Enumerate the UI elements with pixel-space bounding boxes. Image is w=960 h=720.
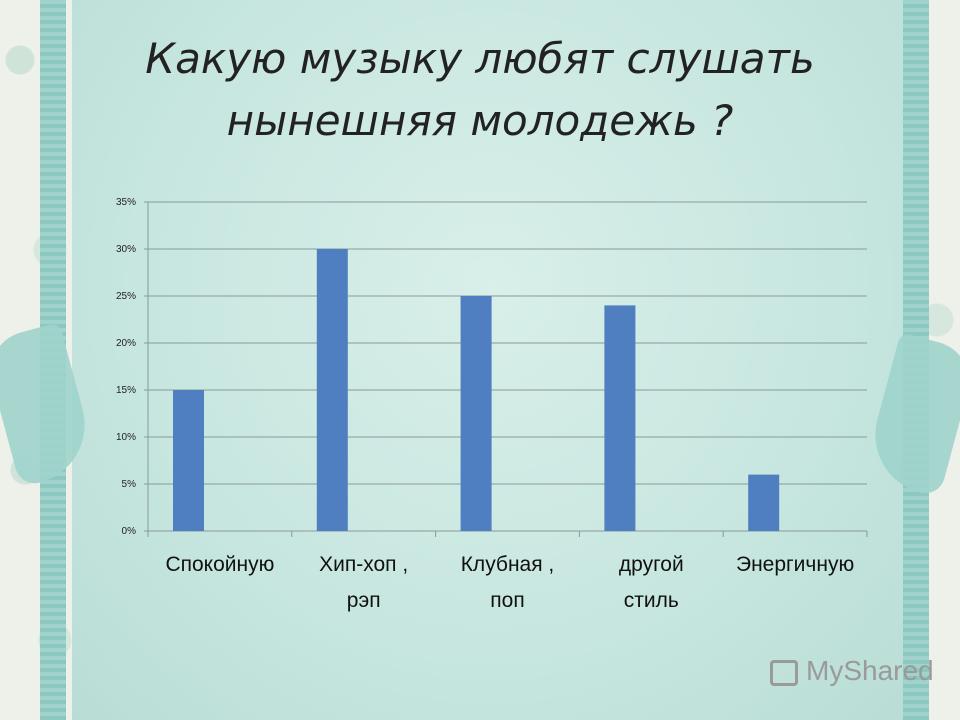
x-tick-label: поп xyxy=(490,589,524,612)
x-tick-label: Клубная , xyxy=(461,553,555,576)
x-tick-label: стиль xyxy=(624,589,679,612)
y-tick-label: 25% xyxy=(116,291,136,302)
x-tick-label: Спокойную xyxy=(165,553,274,576)
y-tick-label: 5% xyxy=(122,479,137,490)
bar xyxy=(173,390,204,531)
y-tick-label: 10% xyxy=(116,432,136,443)
watermark-text: MyShared xyxy=(806,655,934,686)
x-tick-label: Хип-хоп , xyxy=(319,553,408,576)
bar xyxy=(316,249,348,531)
y-tick-label: 30% xyxy=(116,244,136,255)
title-line-1: Какую музыку любят слушать xyxy=(145,34,815,83)
title-line-2: нынешняя молодежь ? xyxy=(226,96,734,145)
slide-title: Какую музыку любят слушать нынешняя моло… xyxy=(100,28,860,152)
bars xyxy=(173,249,780,531)
y-tick-label: 15% xyxy=(116,385,136,396)
y-tick-label: 20% xyxy=(116,338,136,349)
grid-lines xyxy=(148,201,867,532)
y-tick-label: 35% xyxy=(116,197,136,208)
x-tick-label: Энергичную xyxy=(736,553,854,576)
x-tick-label: рэп xyxy=(347,589,381,612)
x-tick-label: другой xyxy=(619,553,684,576)
bar xyxy=(604,305,636,531)
y-axis: 0% 5% 10% 15% 20% 25% 30% 35% xyxy=(116,197,149,537)
x-axis: Спокойную Хип-хоп , рэп Клубная , поп другой с… xyxy=(147,531,868,612)
bar xyxy=(748,474,780,531)
y-tick-label: 0% xyxy=(122,526,137,537)
bar xyxy=(460,296,492,531)
watermark-icon xyxy=(770,660,798,686)
